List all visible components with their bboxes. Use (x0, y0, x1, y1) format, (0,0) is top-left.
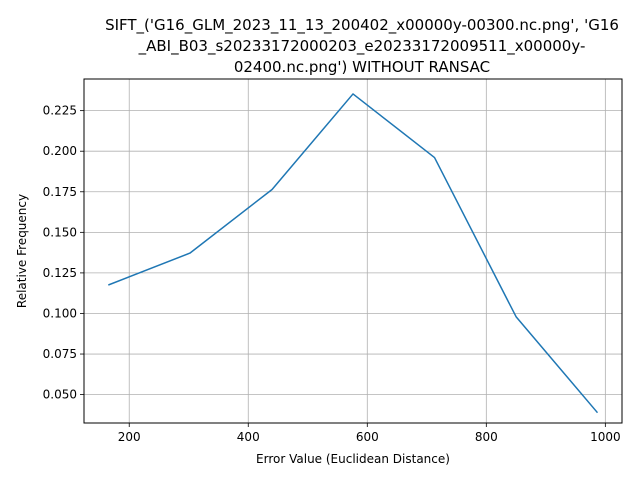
chart-title-line-3: 02400.nc.png') WITHOUT RANSAC (234, 58, 490, 76)
x-tick-label: 200 (118, 430, 141, 444)
grid (84, 79, 622, 423)
y-axis-ticks: 0.050 0.075 0.100 0.125 0.150 0.175 0.200 0.225 (43, 104, 84, 402)
y-axis-label: Relative Frequency (15, 194, 29, 308)
y-tick-label: 0.225 (43, 104, 77, 118)
x-tick-label: 1000 (590, 430, 621, 444)
y-tick-label: 0.075 (43, 347, 77, 361)
plot-lines (108, 93, 599, 414)
x-axis-label: Error Value (Euclidean Distance) (256, 452, 450, 466)
y-tick-label: 0.125 (43, 266, 77, 280)
x-axis-ticks: 200 400 600 800 1000 (118, 423, 621, 444)
y-tick-label: 0.175 (43, 185, 77, 199)
y-tick-label: 0.050 (43, 388, 77, 402)
y-tick-label: 0.100 (43, 306, 77, 320)
y-tick-label: 0.200 (43, 144, 77, 158)
x-tick-label: 400 (237, 430, 260, 444)
plot-area-frame (83, 78, 623, 424)
chart-title-line-1: SIFT_('G16_GLM_2023_11_13_200402_x00000y… (105, 16, 619, 35)
x-tick-label: 800 (475, 430, 498, 444)
series-line (108, 93, 599, 414)
x-tick-label: 600 (356, 430, 379, 444)
y-tick-label: 0.150 (43, 225, 77, 239)
chart-title: SIFT_('G16_GLM_2023_11_13_200402_x00000y… (105, 16, 619, 76)
chart-title-line-2: _ABI_B03_s20233172000203_e20233172009511… (138, 37, 586, 56)
